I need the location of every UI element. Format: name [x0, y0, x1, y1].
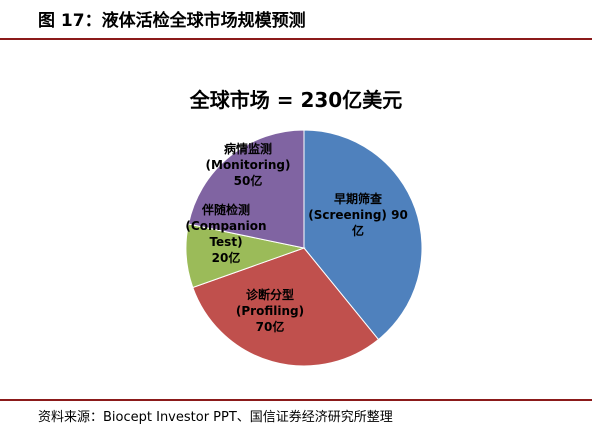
- slice-label-1: 诊断分型(Profiling) 70亿: [236, 287, 304, 334]
- top-divider: [0, 38, 592, 40]
- slice-label-2: 伴随检测(Companion Test) 20亿: [185, 202, 266, 265]
- chart-title: 全球市场 = 230亿美元: [189, 88, 402, 112]
- figure-title: 图 17：液体活检全球市场规模预测: [38, 11, 306, 31]
- slice-label-3: 病情监测(Monitoring) 50亿: [206, 141, 291, 188]
- pie-slice-1: [192, 247, 380, 367]
- pie-chart: 全球市场 = 230亿美元 早期筛查(Screening) 90 亿诊断分型(Pr…: [185, 88, 423, 367]
- source-note: 资料来源：Biocept Investor PPT、国信证券经济研究所整理: [38, 410, 393, 425]
- pie-slices: [185, 129, 423, 367]
- bottom-divider: [0, 399, 592, 401]
- pie-slice-3: [187, 129, 305, 249]
- slice-label-0: 早期筛查(Screening) 90 亿: [308, 191, 408, 238]
- pie-slice-0: [303, 129, 423, 341]
